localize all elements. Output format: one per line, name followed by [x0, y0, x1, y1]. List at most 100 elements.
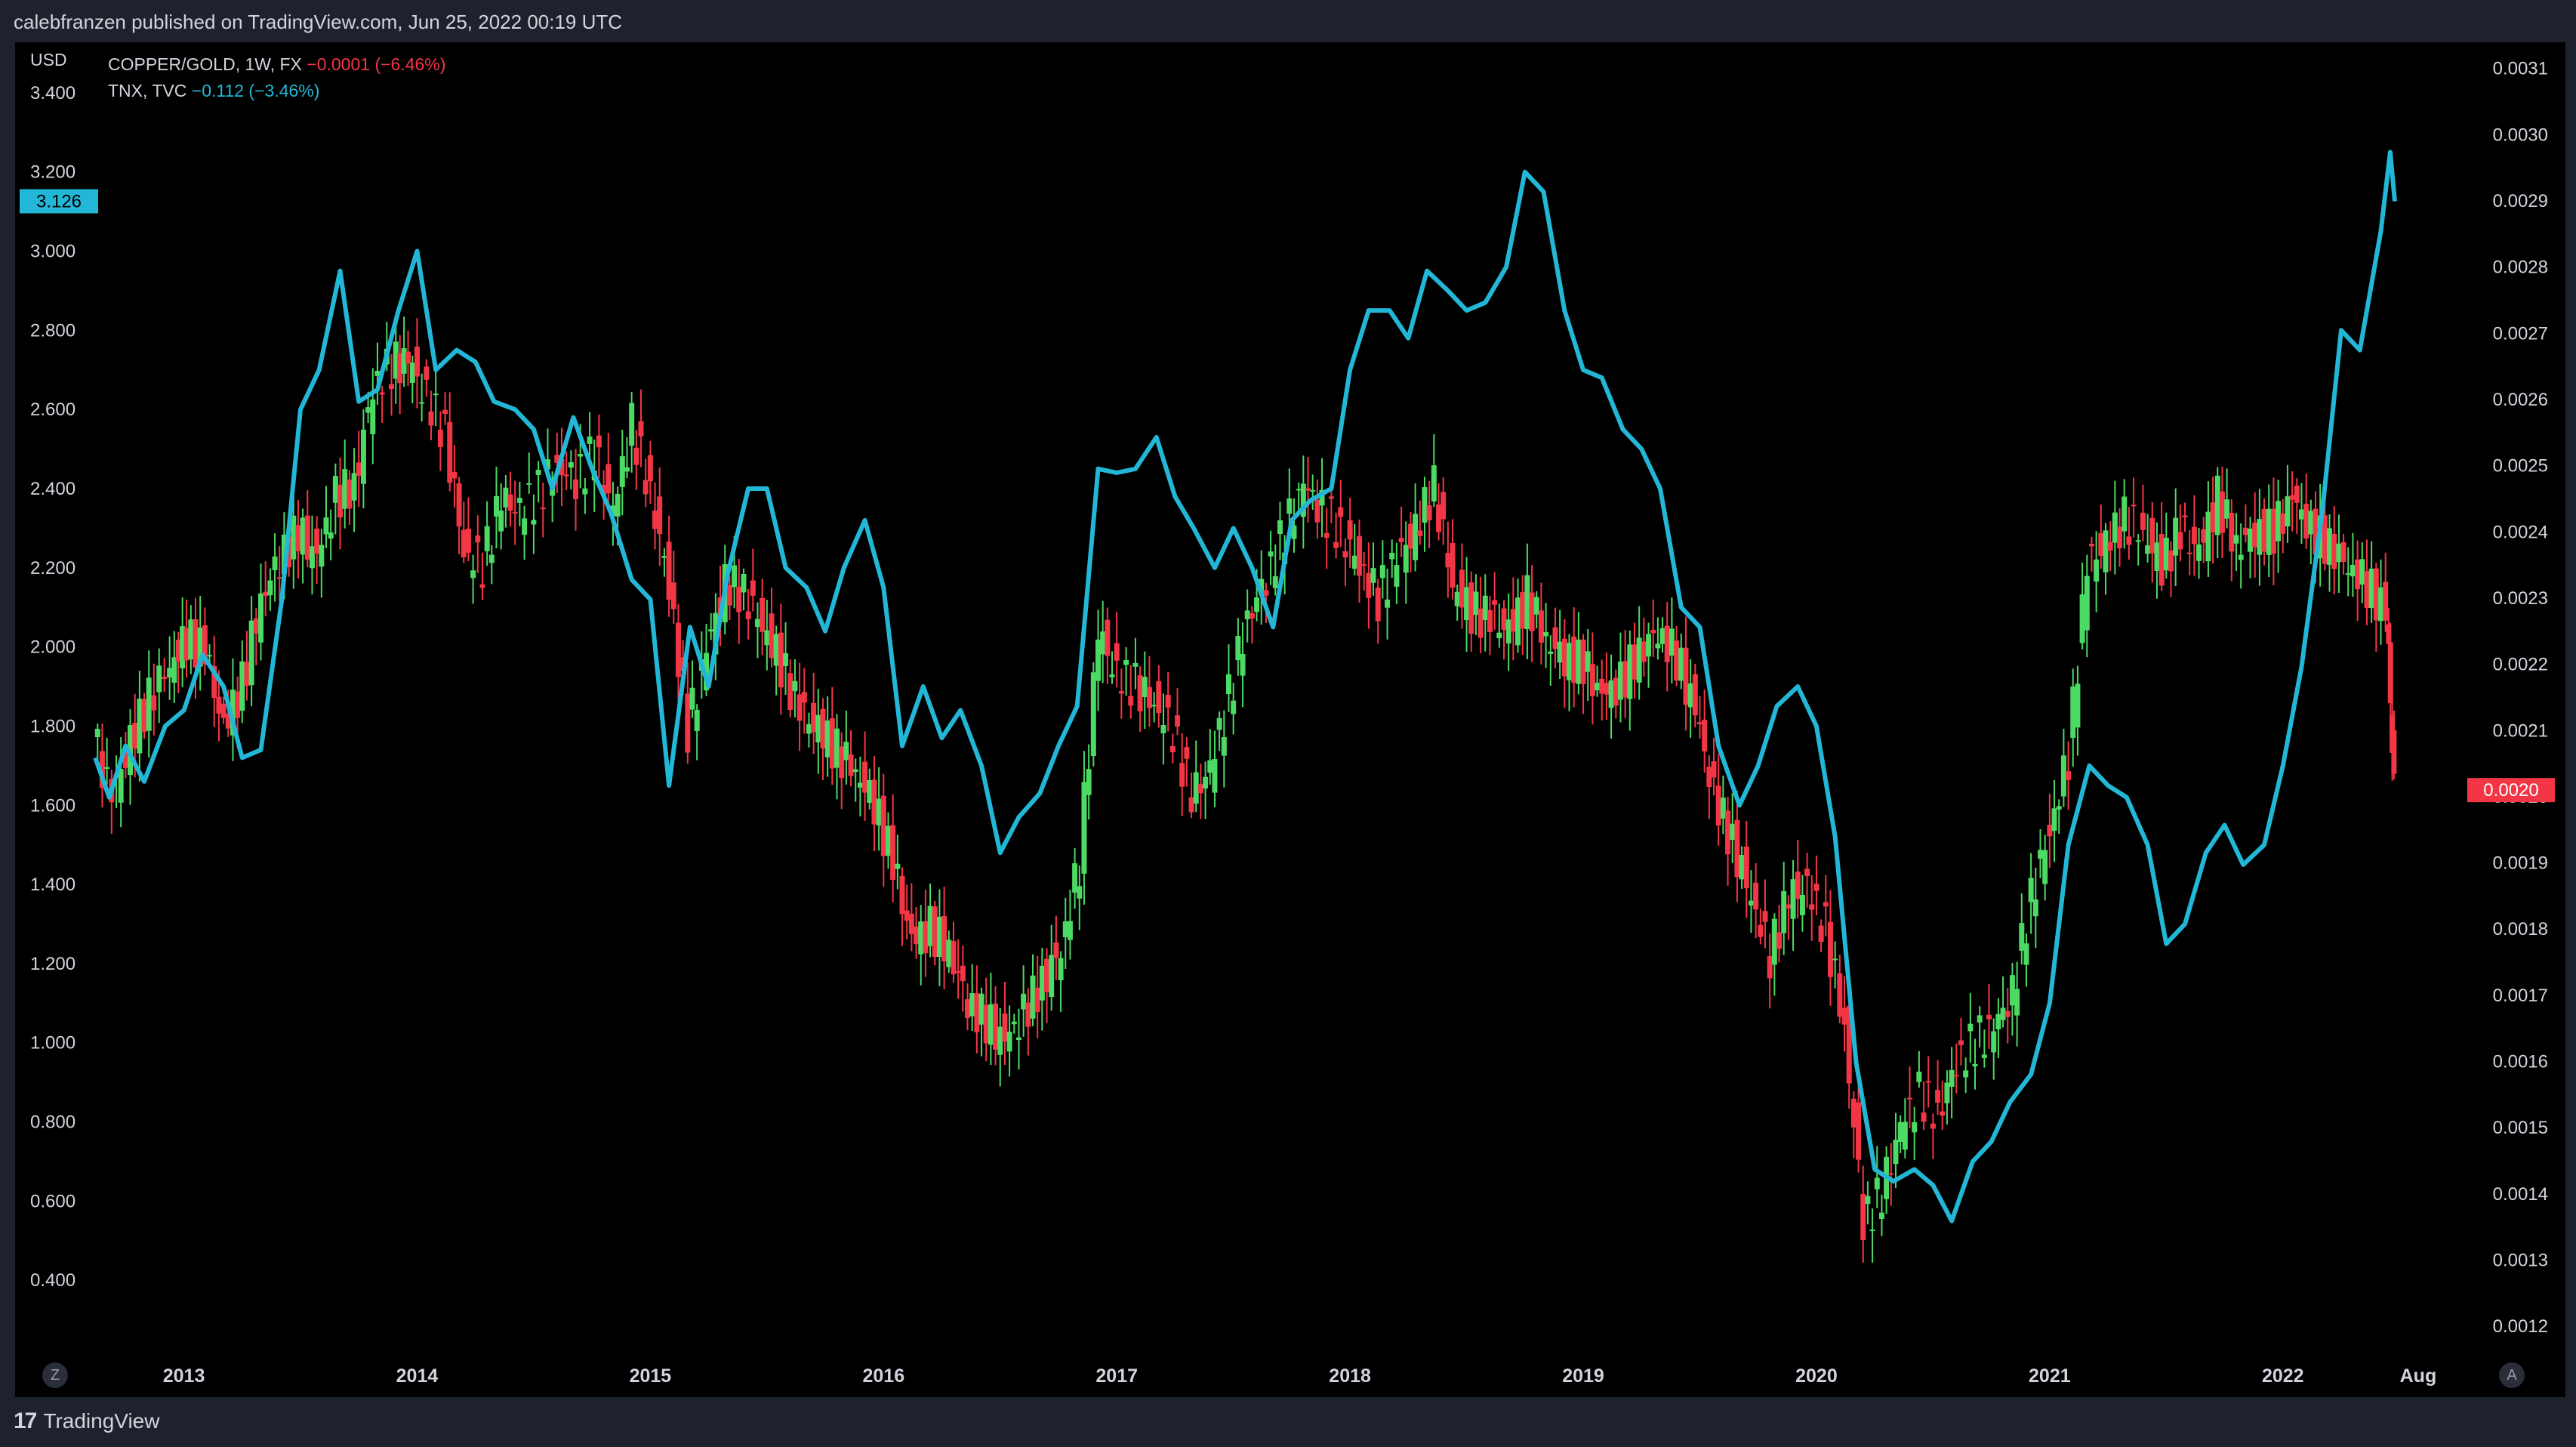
- candle-body: [1197, 784, 1203, 794]
- candle-body: [2103, 530, 2109, 572]
- legend-tnx-change: −0.112 (−3.46%): [191, 81, 320, 100]
- chart-canvas[interactable]: [15, 42, 2565, 1397]
- candle-body: [479, 584, 485, 588]
- candle-body: [815, 714, 821, 743]
- candle-body: [829, 718, 835, 769]
- candle-body: [180, 626, 186, 668]
- candle-body: [1413, 514, 1419, 560]
- candle-body: [1683, 647, 1689, 705]
- candle-body: [657, 496, 663, 535]
- auto-scale-button[interactable]: A: [2499, 1362, 2525, 1388]
- candle-body: [2298, 509, 2304, 520]
- candle-body: [2224, 499, 2230, 519]
- candle-body: [1450, 542, 1456, 588]
- candle-body: [225, 713, 231, 729]
- candle-body: [2308, 511, 2314, 535]
- right-axis-tick: 0.0022: [2493, 655, 2548, 675]
- candle-body: [787, 673, 793, 711]
- candle-body: [811, 702, 817, 733]
- candle-body: [806, 724, 812, 734]
- legend-copper-gold[interactable]: COPPER/GOLD, 1W, FX −0.0001 (−6.46%): [108, 51, 445, 78]
- candle-body: [1725, 810, 1731, 855]
- candle-body: [559, 458, 565, 476]
- candle-body: [337, 484, 344, 518]
- candle-body: [2313, 508, 2319, 555]
- candle-body: [624, 467, 630, 472]
- candle-body: [615, 493, 621, 517]
- tradingview-brand-text: TradingView: [43, 1409, 160, 1433]
- legend: COPPER/GOLD, 1W, FX −0.0001 (−6.46%) TNX…: [108, 51, 445, 104]
- candle-body: [1627, 644, 1633, 699]
- candle-body: [2056, 806, 2062, 810]
- candle-body: [1441, 492, 1447, 520]
- left-axis-unit: USD: [30, 50, 67, 69]
- candle-body: [1478, 608, 1484, 638]
- zoom-button-label: Z: [50, 1366, 60, 1384]
- candle-body: [104, 767, 110, 770]
- candle-body: [424, 366, 430, 380]
- candle-body: [820, 708, 826, 748]
- tradingview-logo[interactable]: 17 TradingView: [14, 1406, 159, 1436]
- candle-body: [2261, 508, 2267, 552]
- left-axis-tick: 0.600: [30, 1191, 75, 1211]
- candle-body: [1505, 619, 1511, 644]
- candle-body: [393, 341, 399, 379]
- candle-body: [488, 554, 495, 563]
- auto-scale-button-label: A: [2507, 1366, 2517, 1384]
- candle-body: [573, 479, 579, 499]
- legend-tnx-name: TNX, TVC: [108, 81, 187, 100]
- candle-body: [535, 470, 541, 475]
- candle-body: [843, 742, 849, 761]
- candle-body: [2066, 771, 2072, 780]
- candle-body: [946, 939, 952, 967]
- candle-body: [1216, 717, 1222, 730]
- candle-body: [1548, 651, 1554, 654]
- candle-body: [1385, 599, 1391, 608]
- right-axis-tick: 0.0029: [2493, 191, 2548, 211]
- candle-body: [2364, 571, 2370, 609]
- candle-body: [2098, 532, 2104, 556]
- candle-body: [2327, 528, 2333, 566]
- candle-body: [1538, 610, 1544, 643]
- candle-body: [1310, 490, 1316, 492]
- candle-body: [286, 536, 292, 568]
- zoom-button[interactable]: Z: [42, 1362, 68, 1388]
- candle-body: [319, 545, 325, 567]
- candle-body: [1580, 639, 1586, 684]
- candle-body: [1711, 761, 1717, 778]
- candle-body: [507, 494, 513, 511]
- left-axis-tick: 2.000: [30, 637, 75, 658]
- candle-body: [409, 363, 415, 384]
- candle-body: [1813, 884, 1820, 891]
- candle-body: [885, 825, 891, 856]
- candle-body: [1940, 1111, 1946, 1116]
- candle-body: [2140, 512, 2146, 530]
- candle-body: [1090, 672, 1096, 757]
- candle-body: [2186, 552, 2192, 554]
- right-axis-tick: 0.0031: [2493, 59, 2548, 79]
- x-axis-label: 2018: [1329, 1365, 1371, 1387]
- candle-body: [1030, 975, 1036, 1019]
- candle-body: [927, 906, 933, 946]
- candle-body: [451, 471, 458, 479]
- candle-body: [414, 346, 420, 377]
- candle-body: [1342, 551, 1348, 558]
- x-axis-label: 2013: [163, 1365, 205, 1387]
- left-axis-tick: 1.800: [30, 716, 75, 736]
- candle-body: [2355, 559, 2361, 590]
- candle-body: [1888, 1173, 1894, 1175]
- legend-copper-gold-change: −0.0001 (−6.46%): [307, 54, 446, 74]
- candle-body: [1305, 488, 1311, 491]
- candle-body: [936, 916, 942, 958]
- candle-body: [272, 556, 278, 570]
- x-axis-label: 2015: [630, 1365, 672, 1387]
- candle-body: [601, 485, 607, 495]
- candle-body: [1259, 578, 1265, 596]
- right-axis-tick: 0.0023: [2493, 588, 2548, 609]
- legend-tnx[interactable]: TNX, TVC −0.112 (−3.46%): [108, 78, 445, 104]
- candle-body: [647, 455, 653, 482]
- candle-body: [332, 476, 338, 503]
- candle-body: [2368, 568, 2374, 609]
- candle-body: [1776, 932, 1783, 949]
